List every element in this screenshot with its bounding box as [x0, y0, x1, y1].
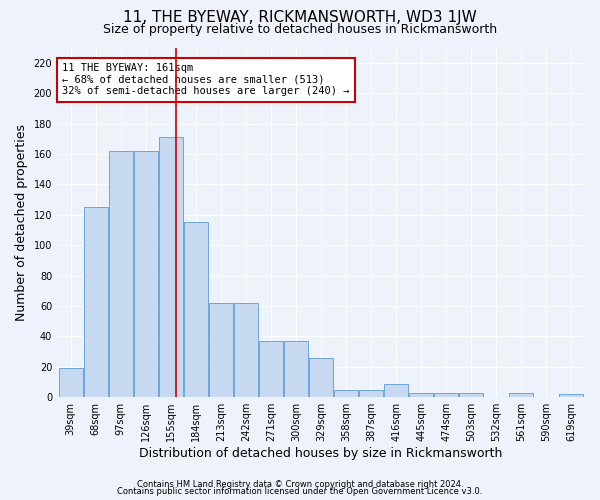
Text: Size of property relative to detached houses in Rickmansworth: Size of property relative to detached ho… [103, 22, 497, 36]
Bar [209, 303, 233, 397]
Bar [384, 384, 408, 397]
Bar [559, 394, 583, 397]
Text: 11, THE BYEWAY, RICKMANSWORTH, WD3 1JW: 11, THE BYEWAY, RICKMANSWORTH, WD3 1JW [123, 10, 477, 25]
Bar [434, 392, 458, 397]
Bar [83, 207, 108, 397]
Bar [309, 358, 333, 397]
Bar [509, 392, 533, 397]
Text: Contains public sector information licensed under the Open Government Licence v3: Contains public sector information licen… [118, 487, 482, 496]
Bar [409, 392, 433, 397]
Bar [134, 151, 158, 397]
Bar [59, 368, 83, 397]
Bar [284, 341, 308, 397]
Bar [459, 392, 483, 397]
Bar [159, 137, 183, 397]
Text: 11 THE BYEWAY: 161sqm
← 68% of detached houses are smaller (513)
32% of semi-det: 11 THE BYEWAY: 161sqm ← 68% of detached … [62, 63, 350, 96]
Bar [334, 390, 358, 397]
Bar [259, 341, 283, 397]
Bar [234, 303, 258, 397]
Y-axis label: Number of detached properties: Number of detached properties [15, 124, 28, 321]
X-axis label: Distribution of detached houses by size in Rickmansworth: Distribution of detached houses by size … [139, 447, 503, 460]
Text: Contains HM Land Registry data © Crown copyright and database right 2024.: Contains HM Land Registry data © Crown c… [137, 480, 463, 489]
Bar [184, 222, 208, 397]
Bar [109, 151, 133, 397]
Bar [359, 390, 383, 397]
